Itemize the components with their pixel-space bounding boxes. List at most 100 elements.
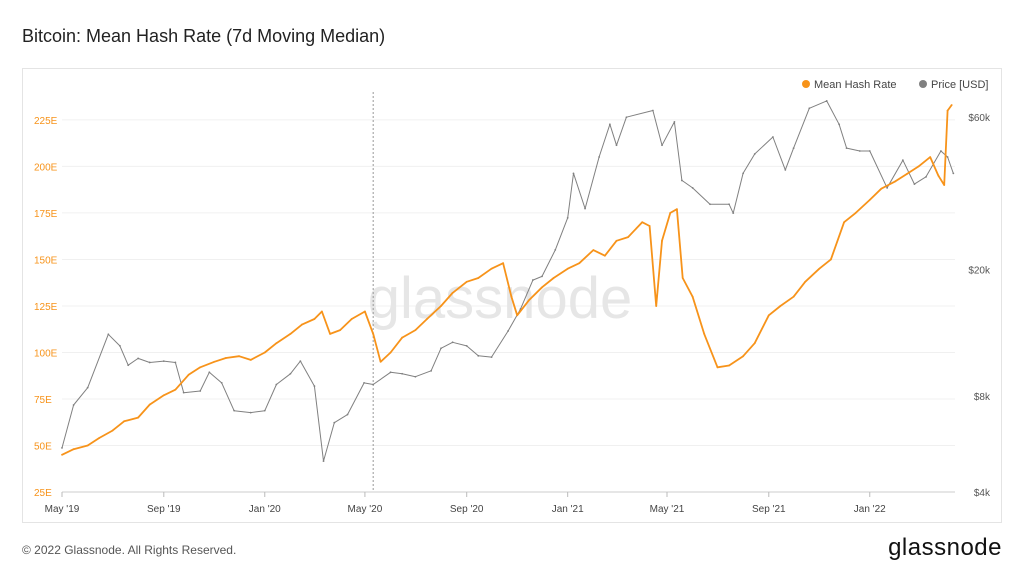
data-point (430, 369, 433, 372)
data-point (233, 409, 236, 412)
data-point (123, 420, 125, 423)
data-point (477, 277, 480, 279)
legend-label-price: Price [USD] (931, 79, 988, 91)
x-tick-label: Sep '21 (752, 504, 786, 515)
data-point (552, 277, 555, 279)
data-point (477, 354, 480, 357)
data-point (86, 386, 89, 389)
data-point (320, 310, 323, 313)
data-point (627, 236, 629, 239)
data-point (901, 159, 904, 162)
right-tick-label: $20k (968, 265, 991, 276)
x-tick-label: Sep '20 (450, 504, 484, 515)
data-point (929, 156, 932, 159)
left-tick-label: 175E (34, 209, 58, 220)
watermark: glassnode (368, 266, 632, 331)
data-point (868, 199, 871, 201)
data-point (313, 385, 316, 387)
x-tick-label: May '19 (45, 504, 80, 515)
data-point (652, 109, 654, 112)
data-point (772, 136, 774, 138)
right-tick-label: $8k (974, 392, 991, 403)
data-point (818, 267, 821, 270)
data-point (584, 207, 586, 210)
legend-label-hash: Mean Hash Rate (814, 79, 897, 91)
data-point (389, 371, 392, 374)
data-point (825, 100, 828, 102)
data-point (137, 357, 140, 360)
data-point (507, 330, 509, 332)
chart-frame (22, 68, 1002, 523)
data-point (263, 351, 266, 354)
data-point (716, 366, 719, 369)
data-point (401, 336, 404, 339)
data-point (925, 175, 927, 178)
data-point (572, 172, 575, 175)
data-point (691, 295, 694, 298)
right-tick-label: $60k (968, 113, 991, 124)
data-point (389, 351, 392, 354)
legend: Mean Hash Rate Price [USD] (802, 79, 988, 91)
data-point (61, 453, 63, 456)
data-point (440, 347, 442, 350)
data-point (943, 184, 946, 186)
data-point (742, 355, 745, 358)
x-tick-label: Sep '19 (147, 504, 181, 515)
right-axis: $4k $8k $20k $60k (968, 113, 991, 499)
data-point (625, 116, 628, 119)
series-line (61, 104, 953, 456)
data-point (249, 411, 252, 414)
data-point (490, 356, 493, 359)
data-point (401, 372, 404, 375)
data-point (669, 212, 672, 214)
data-point (339, 329, 341, 332)
data-point (299, 360, 302, 363)
data-point (937, 174, 940, 177)
data-point (119, 344, 121, 347)
data-point (608, 123, 611, 126)
data-point (554, 249, 557, 251)
data-point (220, 381, 223, 384)
data-point (952, 172, 955, 175)
data-point (426, 318, 428, 320)
data-point (379, 360, 382, 363)
data-point (598, 156, 601, 158)
data-point (913, 183, 916, 186)
data-point (804, 280, 807, 283)
data-point (906, 172, 908, 175)
left-axis: 25E 50E 75E 100E 125E 150E 175E 200E 225E (34, 116, 58, 499)
data-point (854, 212, 857, 214)
data-point (182, 391, 185, 394)
x-tick-label: Jan '20 (249, 504, 281, 515)
data-point (465, 280, 468, 283)
data-point (127, 364, 130, 367)
data-point (350, 318, 353, 320)
data-point (703, 332, 706, 335)
data-point (680, 179, 683, 182)
data-point (641, 221, 644, 224)
data-point (767, 314, 770, 317)
data-point (414, 329, 417, 332)
data-point (950, 104, 953, 106)
left-tick-label: 75E (34, 395, 52, 406)
data-point (346, 413, 349, 416)
price-series (61, 100, 955, 463)
data-point (886, 187, 889, 189)
data-point (732, 212, 735, 215)
left-tick-label: 200E (34, 162, 58, 173)
data-point (868, 150, 871, 152)
data-point (676, 208, 678, 211)
left-tick-label: 225E (34, 116, 58, 127)
data-point (845, 147, 848, 150)
left-tick-label: 25E (34, 488, 52, 499)
data-point (728, 203, 730, 206)
data-point (753, 153, 756, 155)
data-point (199, 366, 202, 369)
data-point (541, 286, 543, 289)
data-point (940, 150, 942, 152)
data-point (440, 305, 442, 307)
data-point (858, 150, 861, 152)
data-point (502, 262, 505, 265)
data-point (238, 355, 241, 358)
data-point (174, 388, 177, 391)
